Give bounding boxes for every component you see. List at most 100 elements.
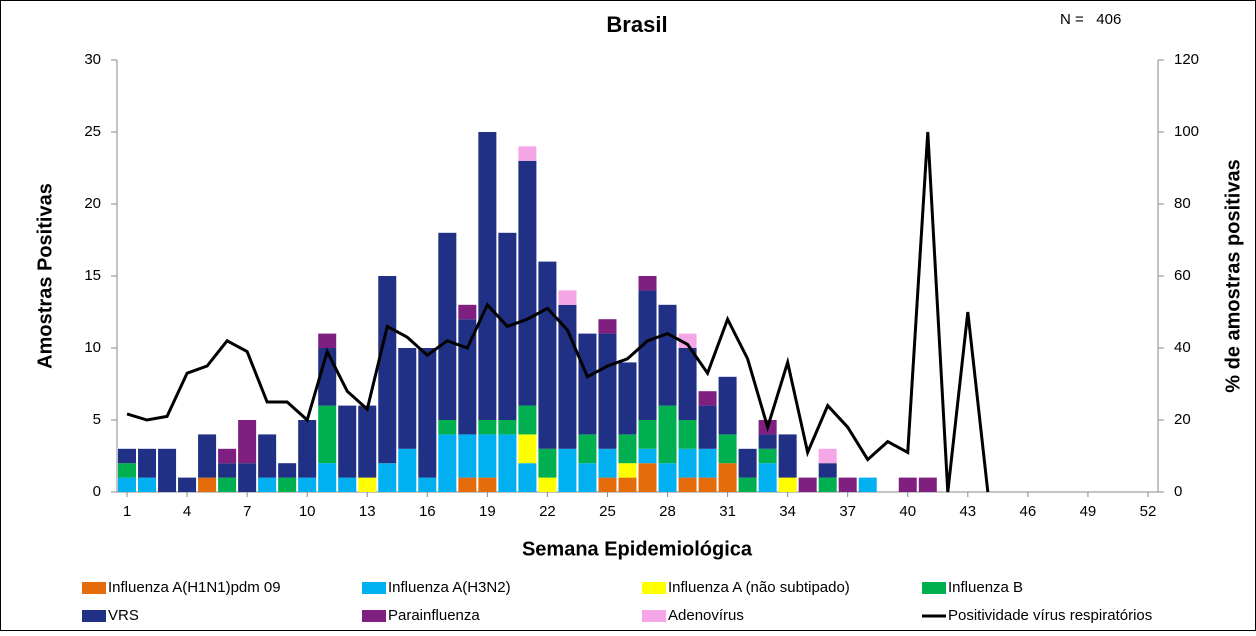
bar-segment	[698, 448, 717, 478]
bar-segment	[318, 405, 337, 464]
y-tick-label: 5	[93, 411, 101, 428]
bar-segment	[538, 261, 557, 449]
legend-label: VRS	[108, 607, 139, 624]
bar-segment	[518, 160, 537, 406]
x-tick-label: 43	[959, 503, 976, 520]
bar-segment	[478, 132, 497, 420]
x-tick-label: 52	[1140, 503, 1157, 520]
y-tick-label: 20	[84, 195, 101, 212]
y2-tick-label: 0	[1174, 483, 1182, 500]
bar-segment	[778, 434, 797, 478]
legend-label: Adenovírus	[668, 607, 744, 624]
bar-segment	[258, 477, 277, 492]
bar-segment	[478, 420, 497, 435]
bar-segment	[358, 405, 377, 478]
bar-segment	[618, 463, 637, 478]
bar-segment	[738, 448, 757, 478]
bar-segment	[458, 304, 477, 320]
bar-segment	[518, 463, 537, 492]
legend-label: Parainfluenza	[388, 607, 480, 624]
bar-segment	[758, 448, 777, 464]
line	[126, 131, 990, 493]
x-axis-label: Semana Epidemiológica	[522, 538, 753, 560]
bar-segment	[758, 434, 777, 449]
bar-segment	[458, 477, 477, 492]
bar-segment	[678, 420, 697, 449]
y2-axis-label: % de amostras positivas	[1222, 159, 1244, 392]
bar-segment	[698, 477, 717, 492]
bar-segment	[578, 333, 597, 435]
bar-segment	[438, 420, 457, 435]
bar-segment	[618, 362, 637, 435]
x-tick-label: 40	[899, 503, 916, 520]
bar-segment	[558, 290, 577, 305]
bar-segment	[818, 463, 837, 478]
bar-segment	[678, 477, 697, 492]
y2-tick-label: 120	[1174, 51, 1199, 68]
bar-segment	[638, 448, 657, 464]
bar-segment	[758, 463, 777, 492]
bar-segment	[238, 463, 257, 492]
x-tick-label: 13	[359, 503, 376, 520]
legend-label: Influenza A(H3N2)	[388, 579, 511, 596]
bar-segment	[398, 348, 417, 449]
legend-swatch	[642, 582, 666, 594]
bar-segment	[858, 477, 877, 492]
bar-segment	[458, 434, 477, 478]
bar-segment	[518, 146, 537, 161]
bar-segment	[598, 333, 617, 449]
bar-segment	[518, 405, 537, 435]
bar-segment	[818, 477, 837, 492]
annotation: N = 406	[1060, 11, 1121, 28]
x-tick-label: 34	[779, 503, 796, 520]
bar-segment	[138, 477, 157, 492]
x-tick-label: 16	[419, 503, 436, 520]
bar-segment	[538, 477, 557, 492]
y2-tick-label: 40	[1174, 339, 1191, 356]
bar-segment	[138, 448, 157, 478]
x-tick-label: 49	[1080, 503, 1097, 520]
bar-segment	[838, 477, 857, 492]
bar-segment	[478, 477, 497, 492]
x-tick-label: 1	[123, 503, 131, 520]
legend-swatch	[362, 610, 386, 622]
legend-swatch	[642, 610, 666, 622]
bar-segment	[798, 477, 817, 492]
y2-tick-label: 80	[1174, 195, 1191, 212]
y2-tick-label: 100	[1174, 123, 1199, 140]
bar-segment	[718, 376, 737, 435]
x-tick-label: 22	[539, 503, 556, 520]
bar-segment	[398, 448, 417, 492]
bar-segment	[478, 434, 497, 478]
legend-label: Influenza A(H1N1)pdm 09	[108, 579, 281, 596]
bar-segment	[338, 477, 357, 492]
bar-segment	[678, 348, 697, 420]
bar-segment	[658, 405, 677, 464]
bar-segment	[218, 463, 237, 478]
bar-segment	[658, 463, 677, 492]
bar-segment	[178, 477, 197, 492]
bar-segment	[558, 304, 577, 449]
legend-swatch	[82, 582, 106, 594]
legend-swatch	[82, 610, 106, 622]
bar-segment	[318, 463, 337, 492]
legend-label: Positividade vírus respiratórios	[948, 607, 1152, 624]
y-tick-label: 30	[84, 51, 101, 68]
bar-segment	[418, 477, 437, 492]
bar-segment	[558, 448, 577, 492]
y-tick-label: 25	[84, 123, 101, 140]
y-axis-label: Amostras Positivas	[34, 183, 56, 369]
y2-tick-label: 20	[1174, 411, 1191, 428]
bar-segment	[418, 348, 437, 478]
bar-segment	[678, 448, 697, 478]
bar-segment	[638, 276, 657, 291]
bar-segment	[258, 434, 277, 478]
bar-segment	[278, 463, 297, 478]
bar-segment	[698, 405, 717, 449]
chart-title: Brasil	[606, 12, 667, 37]
legend-label: Influenza A (não subtipado)	[668, 579, 850, 596]
bar-segment	[738, 477, 757, 492]
x-tick-label: 46	[1020, 503, 1037, 520]
legend-swatch	[362, 582, 386, 594]
